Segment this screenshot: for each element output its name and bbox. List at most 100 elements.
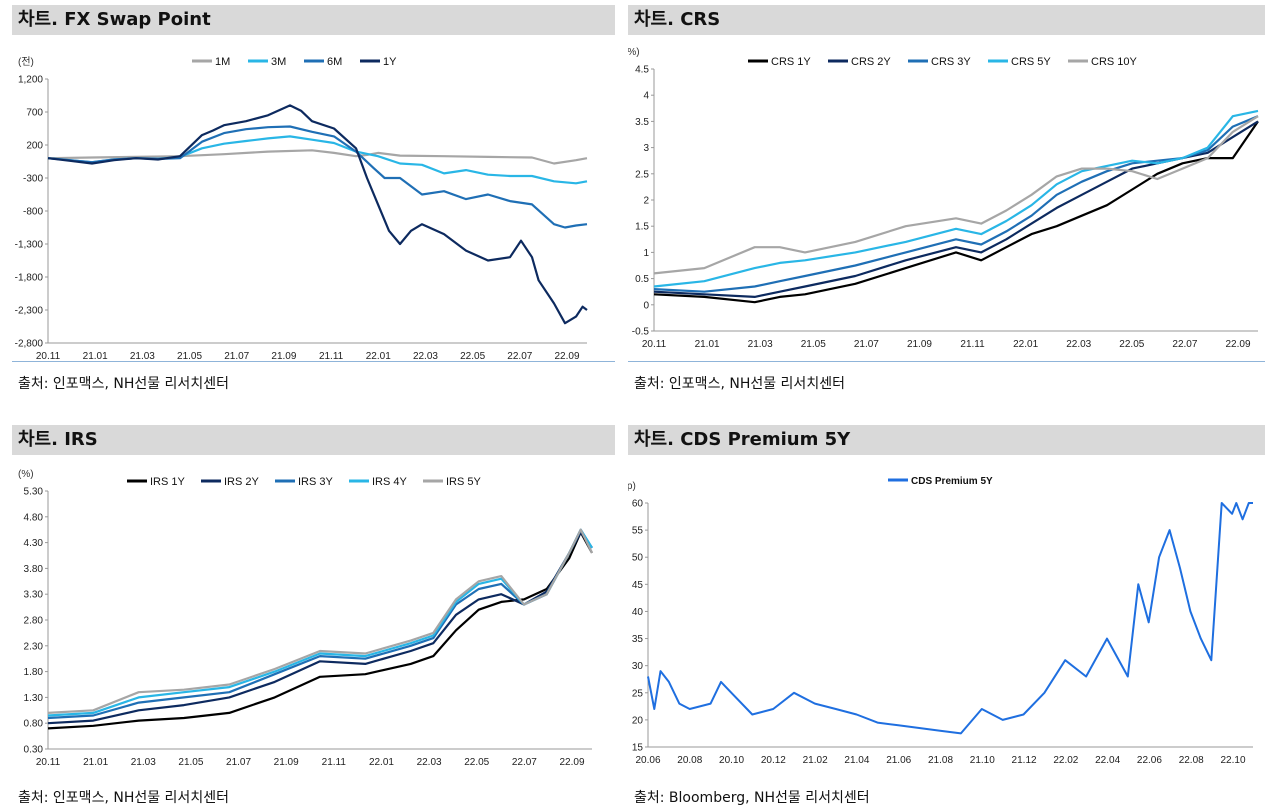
y-tick-label: 4 [643, 91, 649, 102]
x-tick-label: 22.05 [460, 351, 485, 362]
source-note: 출처: 인포맥스, NH선물 리서치센터 [18, 790, 229, 806]
x-tick-label: 21.12 [1012, 755, 1037, 766]
y-tick-label: 1.30 [24, 693, 44, 704]
x-tick-label: 22.04 [1095, 755, 1120, 766]
x-tick-label: 21.03 [130, 351, 155, 362]
panel-title: 차트. FX Swap Point [12, 5, 615, 35]
series-line-2 [47, 125, 588, 229]
x-tick-label: 21.08 [928, 755, 953, 766]
legend-label: IRS 1Y [150, 476, 186, 488]
legend-label: CRS 10Y [1091, 56, 1138, 68]
x-tick-label: 21.01 [695, 339, 720, 350]
unit-label: (%) [628, 47, 640, 58]
unit-label: (%) [18, 469, 34, 480]
x-tick-label: 20.11 [642, 339, 667, 350]
panel-title: 차트. CDS Premium 5Y [628, 425, 1265, 455]
y-tick-label: 1.80 [24, 667, 44, 678]
x-tick-label: 22.10 [1220, 755, 1245, 766]
x-tick-label: 21.01 [83, 351, 108, 362]
legend-label: CRS 2Y [851, 56, 891, 68]
y-tick-label: 3.80 [24, 564, 44, 575]
x-tick-label: 21.11 [960, 339, 985, 350]
fx-swap-chart: (전) 1,200 700 200 -300 -800 -1,300 -1,800 -2,300… [15, 56, 588, 362]
y-tick-label: 20 [632, 715, 644, 726]
crs-panel: 차트. CRS (%) 4.5 4 3.5 3 2.5 2 1.5 1 0.5 0 -0.520.11… [628, 5, 1265, 400]
source-rule [12, 361, 615, 362]
y-tick-label: 3.5 [635, 117, 649, 128]
x-tick-label: 22.01 [369, 757, 394, 768]
y-tick-label: 40 [632, 607, 644, 618]
x-tick-label: 21.02 [803, 755, 828, 766]
series-line-3 [47, 528, 593, 717]
legend-label: IRS 3Y [298, 476, 334, 488]
x-tick-label: 22.03 [417, 757, 442, 768]
series-line-2 [47, 528, 593, 720]
legend-label: CDS Premium 5Y [911, 476, 993, 487]
series-line-3 [653, 109, 1259, 288]
y-tick-label: 4.5 [635, 65, 649, 76]
x-tick-label: 20.12 [761, 755, 786, 766]
panel-title: 차트. CRS [628, 5, 1265, 35]
x-tick-label: 21.11 [319, 351, 344, 362]
y-tick-label: 200 [26, 141, 43, 152]
series-line-3 [47, 104, 588, 325]
y-tick-label: -2,300 [15, 306, 44, 317]
x-tick-label: 21.07 [226, 757, 251, 768]
x-tick-label: 20.08 [677, 755, 702, 766]
y-tick-label: 1 [643, 248, 649, 259]
x-tick-label: 22.09 [1225, 339, 1250, 350]
fx-swap-panel: 차트. FX Swap Point (전) 1,200 700 200 -300 -800… [12, 5, 615, 400]
x-tick-label: 22.09 [559, 757, 584, 768]
x-tick-label: 21.04 [844, 755, 869, 766]
y-tick-label: 15 [632, 743, 644, 754]
y-tick-label: 2.80 [24, 616, 44, 627]
irs-panel: 차트. IRS (%) 5.30 4.80 4.30 3.80 3.30 2.80 2.30 1… [12, 425, 615, 812]
x-tick-label: 22.08 [1179, 755, 1204, 766]
y-tick-label: 4.80 [24, 512, 44, 523]
y-tick-label: 3.30 [24, 590, 44, 601]
x-tick-label: 22.09 [554, 351, 579, 362]
series-line-4 [47, 528, 593, 714]
x-tick-label: 22.05 [1119, 339, 1144, 350]
legend-label: IRS 4Y [372, 476, 408, 488]
x-tick-label: 21.07 [224, 351, 249, 362]
x-tick-label: 21.03 [131, 757, 156, 768]
legend-label: 6M [327, 56, 342, 68]
y-tick-label: 2 [643, 196, 649, 207]
legend-label: 1M [215, 56, 230, 68]
x-tick-label: 21.09 [274, 757, 299, 768]
x-tick-label: 20.11 [36, 351, 61, 362]
y-tick-label: 1.5 [635, 222, 649, 233]
y-tick-label: -800 [23, 207, 43, 218]
x-tick-label: 22.03 [1066, 339, 1091, 350]
x-tick-label: 20.11 [36, 757, 61, 768]
y-tick-label: 0.80 [24, 719, 44, 730]
legend-label: 1Y [383, 56, 397, 68]
y-tick-label: 50 [632, 553, 644, 564]
series-line-0 [647, 502, 1253, 735]
unit-label: (bp) [628, 481, 636, 492]
legend-label: CRS 1Y [771, 56, 811, 68]
y-tick-label: 0.5 [635, 274, 649, 285]
y-tick-label: -300 [23, 174, 43, 185]
series-line-2 [653, 115, 1259, 293]
series-line-0 [47, 531, 593, 730]
y-tick-label: 2.5 [635, 169, 649, 180]
y-tick-label: 55 [632, 526, 644, 537]
x-tick-label: 22.07 [507, 351, 532, 362]
series-line-0 [47, 149, 588, 165]
y-tick-label: -2,800 [15, 339, 44, 350]
y-tick-label: 0.30 [24, 745, 44, 756]
x-tick-label: 22.06 [1137, 755, 1162, 766]
y-tick-label: -1,300 [15, 240, 44, 251]
x-tick-label: 21.09 [907, 339, 932, 350]
y-tick-label: 60 [632, 499, 644, 510]
y-tick-label: 1,200 [18, 75, 43, 86]
y-tick-label: 0 [643, 300, 649, 311]
source-rule [628, 361, 1265, 362]
x-tick-label: 21.01 [83, 757, 108, 768]
x-tick-label: 21.06 [886, 755, 911, 766]
legend-label: IRS 2Y [224, 476, 260, 488]
crs-chart: (%) 4.5 4 3.5 3 2.5 2 1.5 1 0.5 0 -0.520.11 21.01 21.… [628, 47, 1259, 350]
